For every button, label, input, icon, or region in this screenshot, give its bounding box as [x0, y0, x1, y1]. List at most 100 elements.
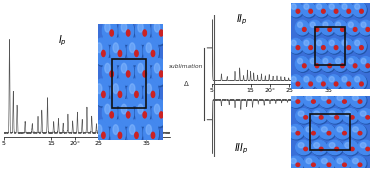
Circle shape — [343, 141, 359, 156]
Circle shape — [311, 140, 327, 155]
Circle shape — [350, 93, 367, 108]
Circle shape — [342, 40, 347, 46]
Circle shape — [309, 46, 313, 50]
Circle shape — [110, 30, 113, 36]
Circle shape — [302, 64, 306, 68]
Circle shape — [335, 93, 350, 107]
Circle shape — [319, 93, 335, 107]
Circle shape — [297, 58, 302, 64]
Circle shape — [327, 2, 341, 17]
Circle shape — [304, 156, 319, 170]
Circle shape — [337, 95, 343, 100]
Circle shape — [347, 9, 350, 13]
Circle shape — [327, 163, 331, 166]
Circle shape — [146, 84, 152, 94]
Circle shape — [355, 40, 360, 46]
Circle shape — [350, 147, 354, 151]
Circle shape — [295, 57, 309, 71]
Circle shape — [359, 20, 372, 35]
Circle shape — [335, 147, 339, 151]
Circle shape — [102, 50, 105, 57]
Circle shape — [128, 39, 143, 66]
Circle shape — [359, 21, 373, 36]
Circle shape — [306, 158, 312, 164]
Circle shape — [152, 18, 167, 46]
Circle shape — [297, 22, 302, 28]
Circle shape — [347, 57, 361, 72]
Circle shape — [302, 2, 315, 17]
Circle shape — [96, 43, 102, 53]
Circle shape — [309, 57, 323, 72]
Circle shape — [358, 140, 373, 155]
Circle shape — [121, 104, 127, 114]
Circle shape — [152, 100, 167, 128]
Circle shape — [336, 58, 341, 64]
FancyBboxPatch shape — [291, 96, 370, 168]
Circle shape — [353, 75, 366, 89]
Circle shape — [353, 38, 366, 53]
Circle shape — [328, 64, 332, 68]
Circle shape — [290, 39, 304, 54]
Circle shape — [315, 64, 319, 68]
Circle shape — [296, 100, 300, 103]
Circle shape — [321, 57, 335, 71]
Circle shape — [105, 104, 110, 114]
Circle shape — [289, 2, 303, 17]
Circle shape — [359, 57, 372, 71]
Circle shape — [102, 59, 117, 85]
Circle shape — [296, 21, 310, 36]
Circle shape — [358, 131, 362, 135]
Circle shape — [111, 80, 126, 107]
Circle shape — [135, 132, 138, 138]
Circle shape — [296, 46, 300, 50]
Circle shape — [360, 46, 363, 50]
Circle shape — [127, 38, 142, 65]
Circle shape — [290, 95, 296, 100]
Circle shape — [102, 91, 105, 97]
Circle shape — [296, 109, 311, 123]
Circle shape — [314, 111, 319, 116]
Circle shape — [342, 77, 347, 82]
Circle shape — [144, 120, 158, 147]
Circle shape — [345, 111, 350, 116]
Circle shape — [327, 141, 344, 156]
Circle shape — [353, 28, 357, 31]
Circle shape — [96, 125, 102, 134]
Circle shape — [328, 39, 342, 54]
Circle shape — [128, 121, 143, 148]
Circle shape — [304, 157, 320, 171]
Circle shape — [355, 77, 360, 82]
Circle shape — [335, 124, 350, 139]
Circle shape — [335, 156, 350, 170]
Circle shape — [296, 109, 313, 124]
Circle shape — [317, 4, 322, 9]
Circle shape — [358, 100, 362, 103]
Circle shape — [119, 18, 135, 46]
Circle shape — [118, 132, 122, 138]
Circle shape — [319, 147, 323, 151]
Circle shape — [290, 127, 296, 132]
Circle shape — [295, 20, 309, 35]
Circle shape — [118, 50, 122, 57]
Circle shape — [144, 38, 158, 65]
Circle shape — [327, 38, 341, 53]
Circle shape — [327, 131, 331, 135]
Circle shape — [319, 124, 335, 139]
Circle shape — [143, 112, 146, 118]
Circle shape — [350, 157, 367, 171]
Circle shape — [135, 100, 150, 126]
Bar — [112, 59, 146, 108]
Circle shape — [102, 132, 105, 138]
Circle shape — [328, 28, 332, 31]
Circle shape — [358, 109, 373, 123]
Circle shape — [119, 100, 133, 126]
Circle shape — [110, 112, 113, 118]
FancyBboxPatch shape — [98, 24, 163, 140]
Circle shape — [329, 111, 335, 116]
Circle shape — [103, 18, 118, 46]
Circle shape — [289, 38, 303, 53]
Circle shape — [304, 116, 307, 119]
Circle shape — [350, 156, 366, 170]
Circle shape — [127, 120, 142, 147]
Circle shape — [343, 109, 359, 124]
